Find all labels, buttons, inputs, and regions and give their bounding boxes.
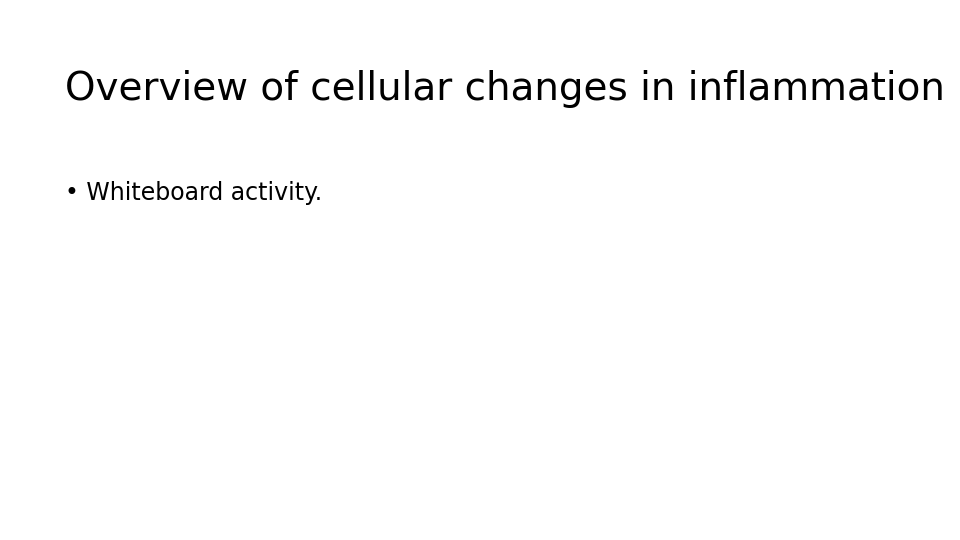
Text: Overview of cellular changes in inflammation: Overview of cellular changes in inflamma…	[65, 70, 946, 108]
Text: • Whiteboard activity.: • Whiteboard activity.	[65, 181, 323, 205]
